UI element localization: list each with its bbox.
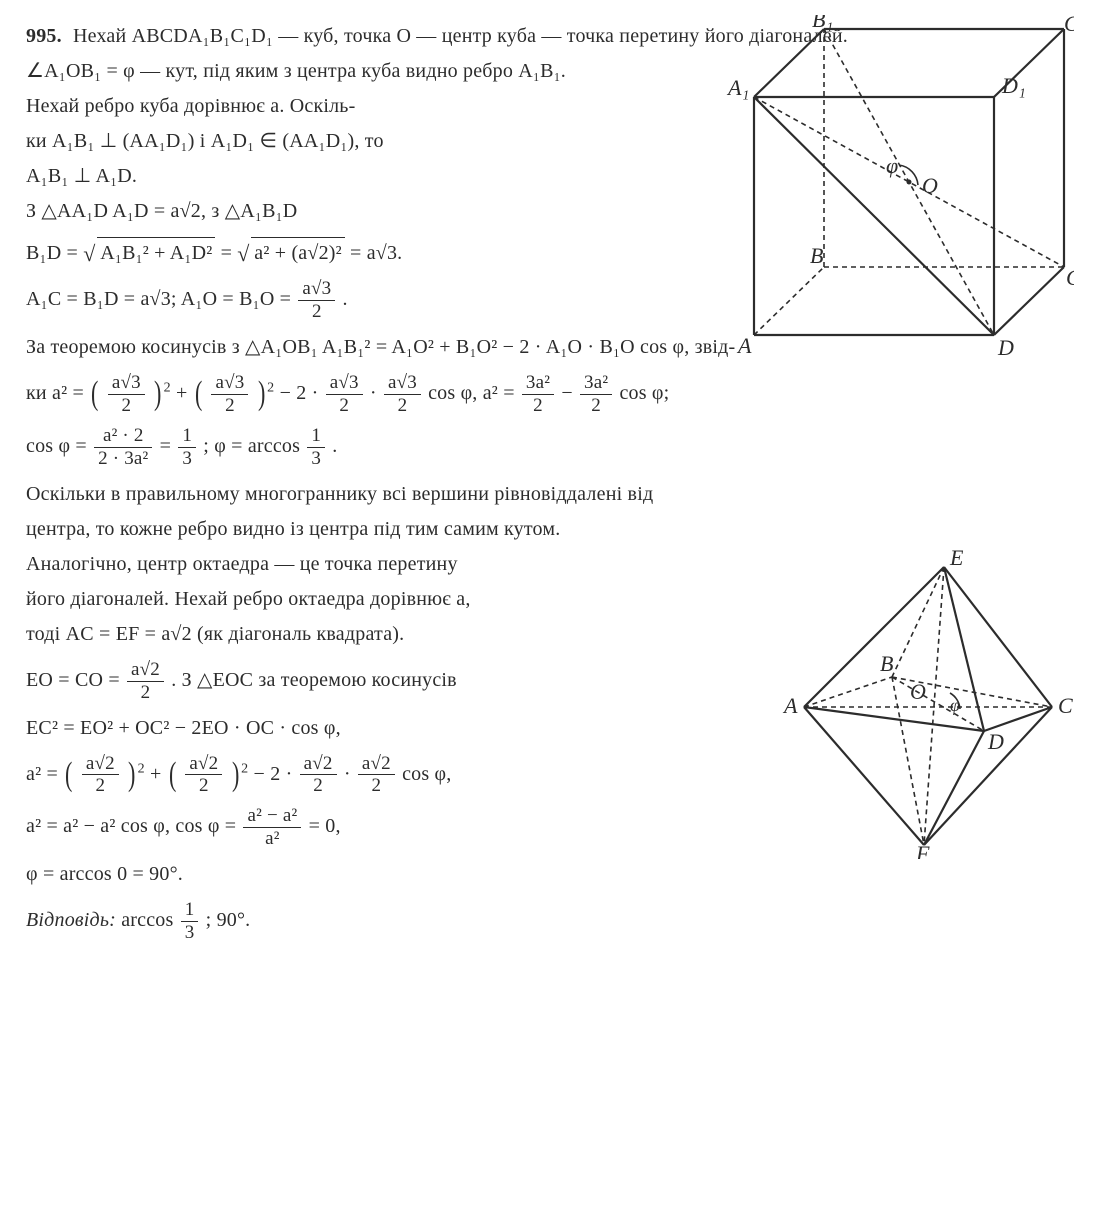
from-triangles: З △AA₁D A₁D = a√2, з △A₁B₁D xyxy=(26,196,706,227)
label-E: E xyxy=(949,549,964,570)
perp-1: ки A₁B₁ ⊥ (AA₁D₁) і A₁D₁ ∈ (AA₁D₁), то xyxy=(26,126,706,157)
a1c-text: A₁C = B₁D = a√3; A₁O = B₁O = xyxy=(26,288,296,310)
label-D: D xyxy=(997,335,1014,360)
a1c-frac: a√3 2 xyxy=(298,279,335,322)
answer-label: Відповідь: xyxy=(26,909,116,931)
label-B: B xyxy=(880,651,894,676)
label-C: C xyxy=(1066,265,1074,290)
oct-a2: a² = ( a√22 )2 + ( a√22 )2 − 2 · a√22 · … xyxy=(26,754,756,797)
figure-cube: A B C D A₁ B₁ C₁ D₁ O φ xyxy=(714,15,1074,375)
b1d-prefix: B₁D = xyxy=(26,242,83,264)
perp-2: A₁B₁ ⊥ A₁D. xyxy=(26,161,706,192)
ki: ки a² = xyxy=(26,382,89,404)
label-B: B xyxy=(810,243,824,268)
oct-ec2: EC² = EO² + OC² − 2EO · OC · cos φ, xyxy=(26,713,756,744)
a1c-line: A₁C = B₁D = a√3; A₁O = B₁O = a√3 2 . xyxy=(26,279,706,322)
edge-intro: Нехай ребро куба дорівнює a. Оскіль- xyxy=(26,91,706,122)
b1d-equation: B₁D = A₁B₁² + A₁D² = a² + (a√2)² = a√3. xyxy=(26,237,706,269)
label-D1: D₁ xyxy=(1001,73,1026,98)
oct-ac: тоді AC = EF = a√2 (як діагональ квадрат… xyxy=(26,619,756,650)
octahedron-svg: E F A C B D O φ xyxy=(774,549,1074,859)
cos-expansion: ки a² = ( a√32 )2 + ( a√32 )2 − 2 · a√32… xyxy=(26,373,1074,416)
cube-svg: A B C D A₁ B₁ C₁ D₁ O φ xyxy=(714,15,1074,365)
label-A1: A₁ xyxy=(726,75,750,100)
oct-intro-1: Аналогічно, центр октаедра — це точка пе… xyxy=(26,549,756,580)
oct-text-column: Аналогічно, центр октаедра — це точка пе… xyxy=(26,549,756,944)
label-C: C xyxy=(1058,693,1073,718)
problem-number: 995. xyxy=(26,25,62,47)
angle-def: ∠A₁OB₁ = φ — кут, під яким з центра куба… xyxy=(26,56,706,87)
point-O xyxy=(907,180,912,185)
regular-note-2: центра, то кожне ребро видно із центра п… xyxy=(26,514,1074,545)
label-phi: φ xyxy=(950,695,960,715)
answer-line: Відповідь: arccos 13 ; 90°. xyxy=(26,900,756,943)
b1d-result: = a√3. xyxy=(350,242,402,264)
oct-simplify: a² = a² − a² cos φ, cos φ = a² − a²a² = … xyxy=(26,806,756,849)
figure-octahedron: E F A C B D O φ xyxy=(774,549,1074,869)
section-octahedron: E F A C B D O φ Аналогічно, центр октаед… xyxy=(26,549,1074,944)
label-A: A xyxy=(736,333,752,358)
section-cube: A B C D A₁ B₁ C₁ D₁ O φ 995. Нехай ABCDA… xyxy=(26,21,1074,545)
label-B1: B₁ xyxy=(812,15,834,32)
cos-solve: cos φ = a² · 22 · 3a² = 13 ; φ = arccos … xyxy=(26,426,1074,469)
label-A: A xyxy=(782,693,798,718)
regular-note-1: Оскільки в правильному многограннику всі… xyxy=(26,479,1074,510)
label-D: D xyxy=(987,729,1004,754)
label-O: O xyxy=(922,173,938,198)
sqrt-2: a² + (a√2)² xyxy=(237,237,345,269)
oct-intro-2: його діагоналей. Нехай ребро октаедра до… xyxy=(26,584,756,615)
oct-phi: φ = arccos 0 = 90°. xyxy=(26,859,756,890)
label-O: O xyxy=(910,679,926,704)
sqrt-1: A₁B₁² + A₁D² xyxy=(83,237,215,269)
label-F: F xyxy=(915,841,930,859)
label-phi: φ xyxy=(886,153,898,178)
oct-eo: EO = CO = a√22 . З △EOC за теоремою коси… xyxy=(26,660,756,703)
a1c-period: . xyxy=(343,288,348,310)
label-C1: C₁ xyxy=(1064,15,1074,36)
cube-text-column: ∠A₁OB₁ = φ — кут, під яким з центра куба… xyxy=(26,56,706,322)
